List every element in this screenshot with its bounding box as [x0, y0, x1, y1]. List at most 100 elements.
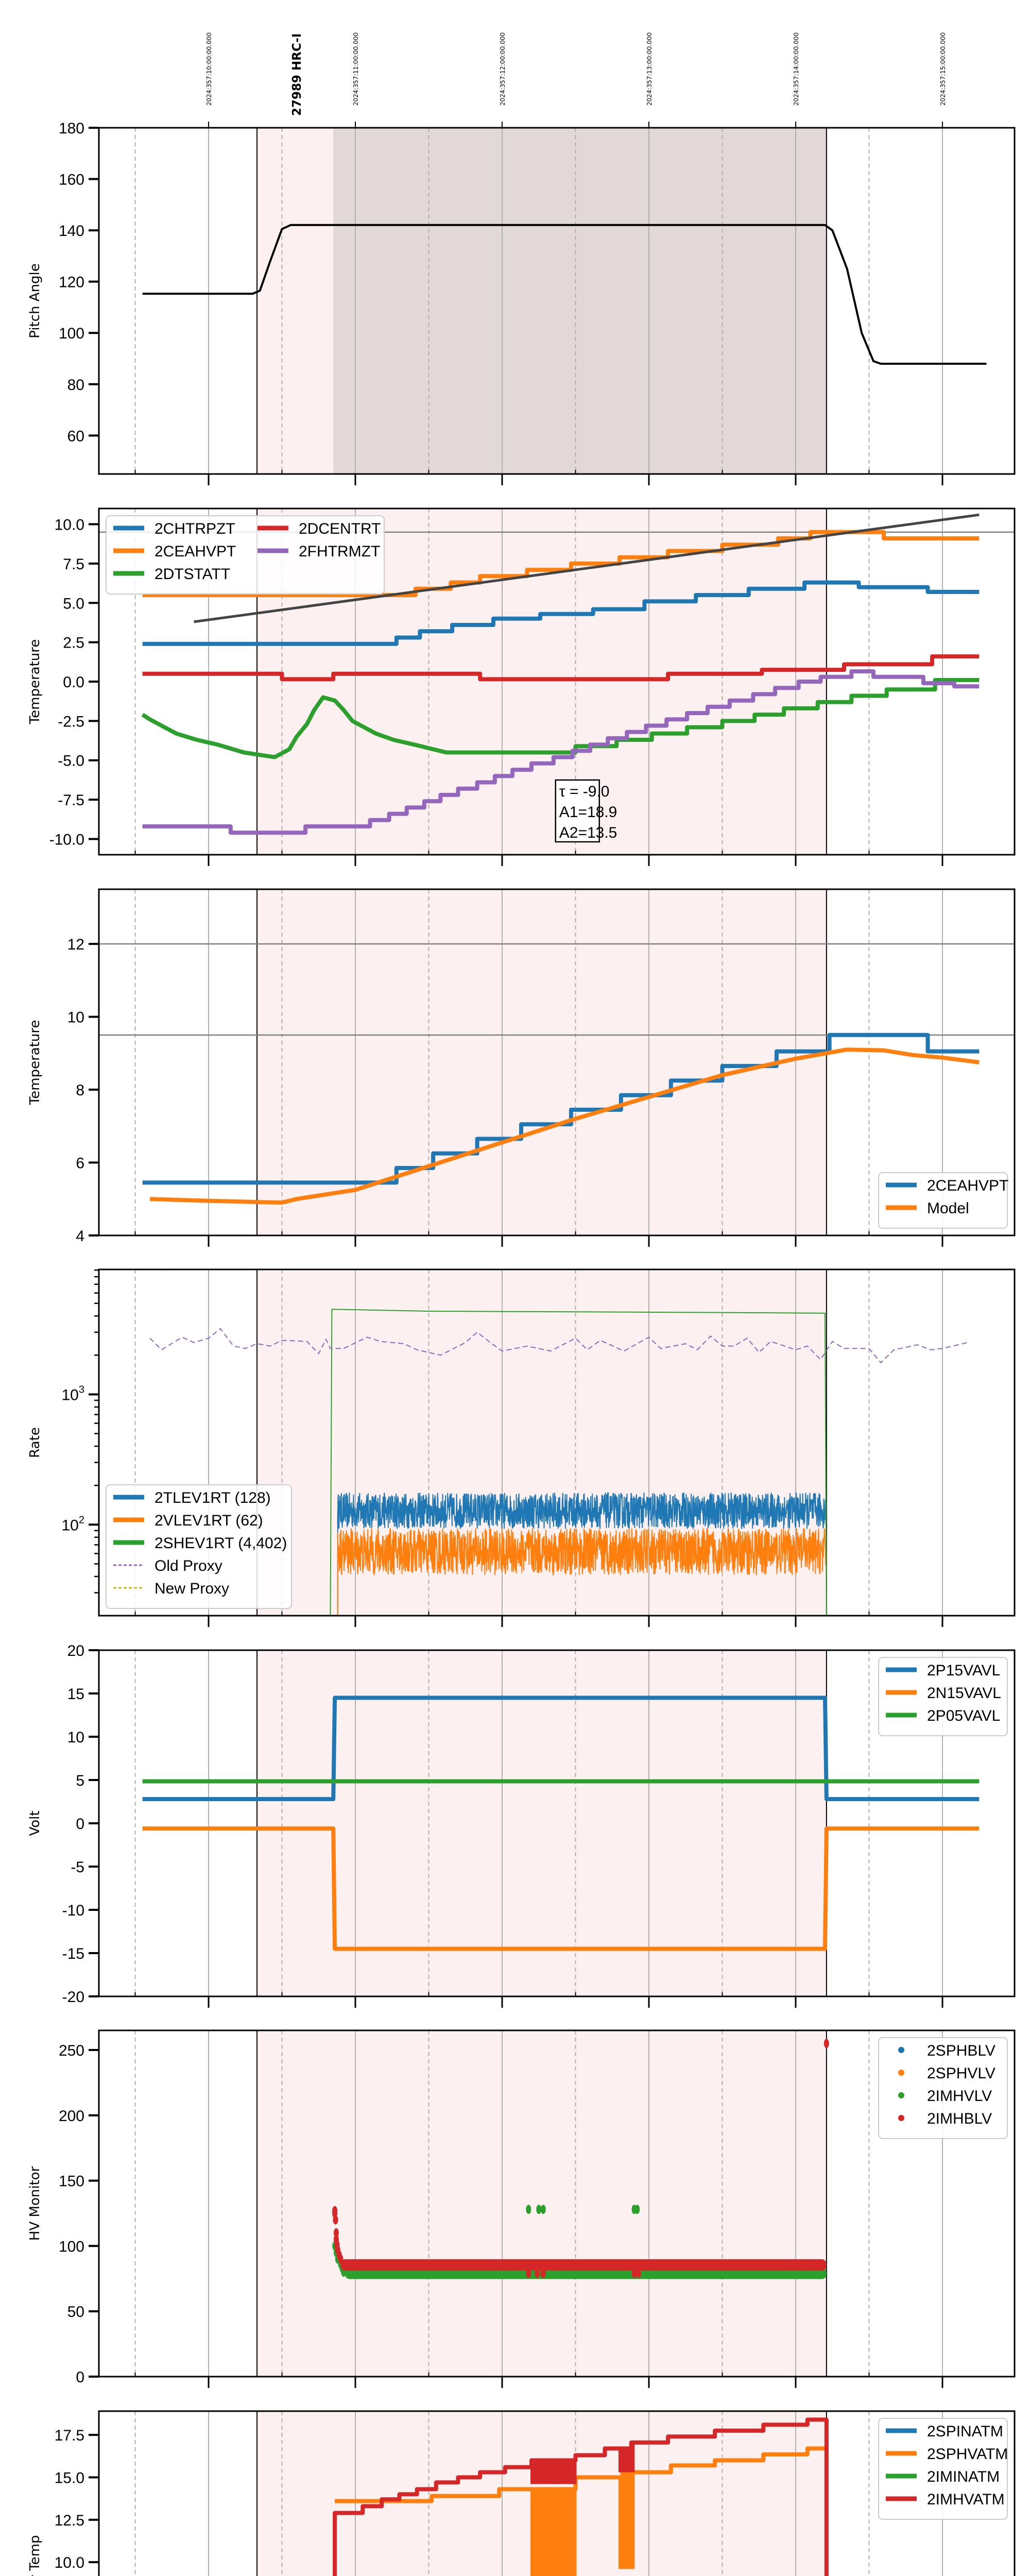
legend-label: Model — [927, 1200, 969, 1217]
observation-span — [257, 1650, 827, 1996]
series-model — [194, 513, 980, 623]
legend-marker — [898, 2115, 904, 2121]
plot-area — [333, 2417, 829, 2576]
series-2imhblv-point — [338, 2254, 344, 2264]
series-pitch — [142, 224, 987, 365]
top-time-label: 2024:357:11:00:00.000 — [352, 32, 359, 106]
y-tick-label: 17.5 — [55, 2427, 84, 2444]
fit-param-text: A1=18.9 — [559, 804, 617, 821]
axes-frame — [98, 2029, 1016, 2378]
series-old-proxy — [149, 1328, 968, 1363]
series-2p15vavl — [142, 1696, 980, 1801]
y-tick-label: 10 — [67, 1009, 84, 1026]
series-model — [149, 1047, 980, 1205]
top-time-label: 2024:357:13:00:00.000 — [646, 32, 653, 106]
series-2vlev1rt-62- — [337, 1528, 827, 1577]
y-tick-label: 160 — [59, 172, 84, 189]
legend: 2P15VAVL 2N15VAVL 2P05VAVL — [878, 1657, 1008, 1736]
y-axis-label: Temperature — [27, 1020, 43, 1106]
y-tick-label: 60 — [67, 428, 84, 445]
legend: 2CHTRPZT 2CEAHVPT 2DTSTATT 2DCENTRT 2FHTRMZT — [106, 515, 385, 595]
series-2imhblv-point — [540, 2268, 546, 2278]
legend: 2SPINATM 2SPHVATM 2IMINATM 2IMHVATM — [878, 2418, 1008, 2520]
y-tick-label: 8 — [76, 1082, 84, 1099]
y-tick-label: -10.0 — [49, 831, 84, 848]
legend-frame — [878, 2418, 1008, 2520]
y-tick-label: 10 — [67, 1729, 84, 1746]
legend-label: 2FHTRMZT — [299, 543, 380, 560]
panel-1: 60 80 100 120 140 160 180 Pitch Angle — [27, 120, 1016, 485]
legend-label: Old Proxy — [154, 1557, 222, 1574]
legend-marker — [898, 2070, 904, 2076]
plot-area — [142, 1696, 980, 1951]
legend-label: 2CHTRPZT — [154, 520, 235, 537]
legend-label: 2VLEV1RT (62) — [154, 1512, 263, 1529]
y-tick-label: 15 — [67, 1686, 84, 1703]
legend-label: 2SPINATM — [927, 2423, 1003, 2440]
y-tick-label: 0 — [76, 2369, 84, 2386]
y-tick-label: 0.0 — [63, 674, 84, 691]
legend-marker — [898, 2047, 904, 2053]
series-2imhblv-point — [333, 2228, 339, 2238]
fit-param-text: τ = -9.0 — [559, 783, 610, 800]
y-tick-label: -10 — [62, 1902, 84, 1919]
series-2tlev1rt-128- — [337, 1492, 827, 1529]
y-tick-label: 6 — [76, 1155, 84, 1172]
top-time-label: 2024:357:10:00:00.000 — [205, 32, 213, 106]
legend-label: 2DCENTRT — [299, 520, 381, 537]
y-tick-label: 20 — [67, 1642, 84, 1659]
legend-label: 2P05VAVL — [927, 1707, 1000, 1724]
legend-label: 2CEAHVPT — [927, 1177, 1008, 1194]
axes-frame — [98, 127, 1016, 475]
y-tick-label: 102 — [62, 1514, 85, 1534]
observation-span — [257, 889, 827, 1235]
series-2imhblv-band — [340, 2259, 827, 2271]
series-2imhblv-point — [535, 2268, 540, 2278]
series-2imhvlv-point — [536, 2205, 542, 2214]
plot-area — [141, 513, 980, 835]
series-2sphvatm — [335, 2446, 825, 2503]
y-axis-label: Temperature — [27, 639, 43, 725]
y-tick-label: 103 — [62, 1384, 85, 1403]
series-2imhblv-point — [333, 2215, 338, 2225]
top-time-label: 2024:357:14:00:00.000 — [793, 32, 800, 106]
axes-frame — [98, 2410, 1016, 2576]
y-axis-label: HV Monitor — [27, 2166, 43, 2241]
observation-span — [257, 2030, 827, 2377]
y-tick-label: 12.5 — [55, 2512, 84, 2529]
y-axis-label: Rate — [27, 1427, 43, 1458]
plot-area — [142, 224, 987, 365]
y-tick-label: 180 — [59, 120, 84, 137]
legend-frame — [106, 1484, 292, 1609]
y-tick-label: -2.5 — [58, 713, 84, 730]
legend: 2CEAHVPT Model — [878, 1172, 1008, 1229]
obs-label: 27989 HRC-I — [290, 33, 304, 116]
y-tick-label: 12 — [67, 936, 84, 953]
legend-label: 2DTSTATT — [154, 566, 230, 583]
y-tick-label: 2.5 — [63, 635, 84, 652]
y-tick-label: -15 — [62, 1945, 84, 1962]
y-tick-label: 100 — [59, 2238, 84, 2255]
axes-frame — [98, 1268, 1016, 1617]
legend-label: 2SPHVATM — [927, 2446, 1008, 2463]
y-tick-label: 150 — [59, 2173, 84, 2190]
series-2n15vavl — [142, 1826, 980, 1951]
y-axis-label: Detector Temp — [27, 2535, 43, 2576]
legend-frame — [878, 2037, 1008, 2139]
legend: 2SPHBLV 2SPHVLV 2IMHVLV 2IMHBLV — [878, 2037, 1008, 2139]
series-2ceahvpt — [142, 1032, 980, 1185]
y-tick-label: 0 — [76, 1816, 84, 1833]
y-tick-label: 5.0 — [63, 595, 84, 612]
plot-area — [142, 1032, 980, 1205]
y-tick-label: 200 — [59, 2108, 84, 2125]
y-tick-label: 250 — [59, 2042, 84, 2059]
dwell-span — [333, 128, 827, 474]
panel-3: 4 6 8 10 12 Temperature 2CEAHVPT Model — [27, 888, 1016, 1247]
legend-label: 2TLEV1RT (128) — [154, 1489, 271, 1506]
y-tick-label: 4 — [76, 1228, 84, 1245]
legend-label: New Proxy — [154, 1580, 229, 1597]
panel-4: 102 103 Rate 2TLEV1RT (128) 2VLEV1RT (62) 2SH… — [27, 1268, 1016, 1627]
y-tick-label: 140 — [59, 223, 84, 240]
legend-frame — [106, 515, 385, 595]
y-tick-label: -7.5 — [58, 792, 84, 809]
